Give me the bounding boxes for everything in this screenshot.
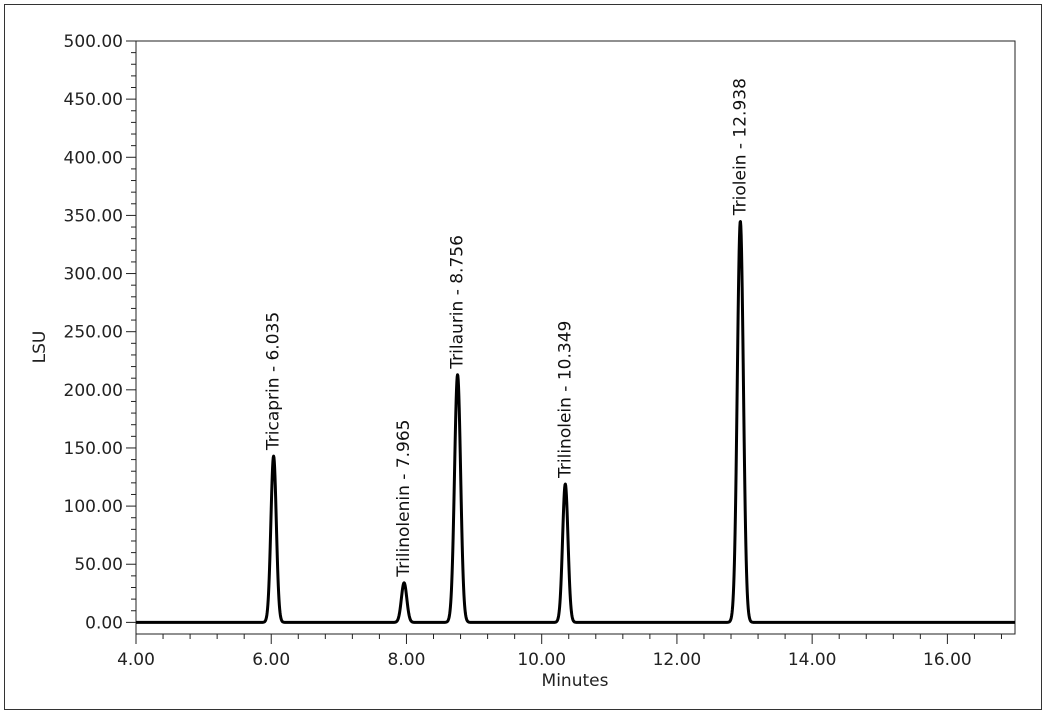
y-tick-label: 300.00 xyxy=(64,265,123,285)
y-tick-label: 150.00 xyxy=(64,439,123,459)
y-tick-label: 250.00 xyxy=(64,323,123,343)
peak-labels: Tricaprin - 6.035 Trilinolenin - 7.965 Tri… xyxy=(264,78,751,578)
y-tick-label: 50.00 xyxy=(74,555,123,575)
y-tick-label: 400.00 xyxy=(64,148,123,168)
x-tick-label: 8.00 xyxy=(388,650,426,670)
peak-label: Tricaprin - 6.035 xyxy=(264,312,284,451)
x-tick-label: 10.00 xyxy=(517,650,566,670)
peak-label: Trilinolenin - 7.965 xyxy=(394,420,414,578)
x-axis: 4.00 6.00 8.00 10.00 12.00 14.00 16.00 xyxy=(117,634,1002,670)
peak-label: Trilaurin - 8.756 xyxy=(448,235,468,370)
y-tick-label: 500.00 xyxy=(64,32,123,52)
y-axis: 0.00 50.00 100.00 150.00 200.00 250.00 300.00 3… xyxy=(64,32,136,633)
x-tick-label: 14.00 xyxy=(788,650,837,670)
y-tick-label: 100.00 xyxy=(64,497,123,517)
x-tick-label: 4.00 xyxy=(117,650,155,670)
x-tick-label: 12.00 xyxy=(653,650,702,670)
x-tick-label: 16.00 xyxy=(923,650,972,670)
y-axis-title: LSU xyxy=(30,331,50,364)
x-axis-title: Minutes xyxy=(542,671,609,691)
y-tick-label: 350.00 xyxy=(64,206,123,226)
x-tick-label: 6.00 xyxy=(252,650,290,670)
y-tick-label: 200.00 xyxy=(64,381,123,401)
peak-label: Triolein - 12.938 xyxy=(730,78,750,216)
y-tick-label: 450.00 xyxy=(64,90,123,110)
chromatogram-trace xyxy=(134,220,1017,624)
plot-area xyxy=(135,40,1016,635)
y-tick-label: 0.00 xyxy=(85,613,123,633)
peak-label: Trilinolein - 10.349 xyxy=(555,321,575,479)
chart-frame: 0.00 50.00 100.00 150.00 200.00 250.00 300.00 3… xyxy=(4,4,1042,710)
chromatogram-chart: 0.00 50.00 100.00 150.00 200.00 250.00 300.00 3… xyxy=(30,32,1017,691)
